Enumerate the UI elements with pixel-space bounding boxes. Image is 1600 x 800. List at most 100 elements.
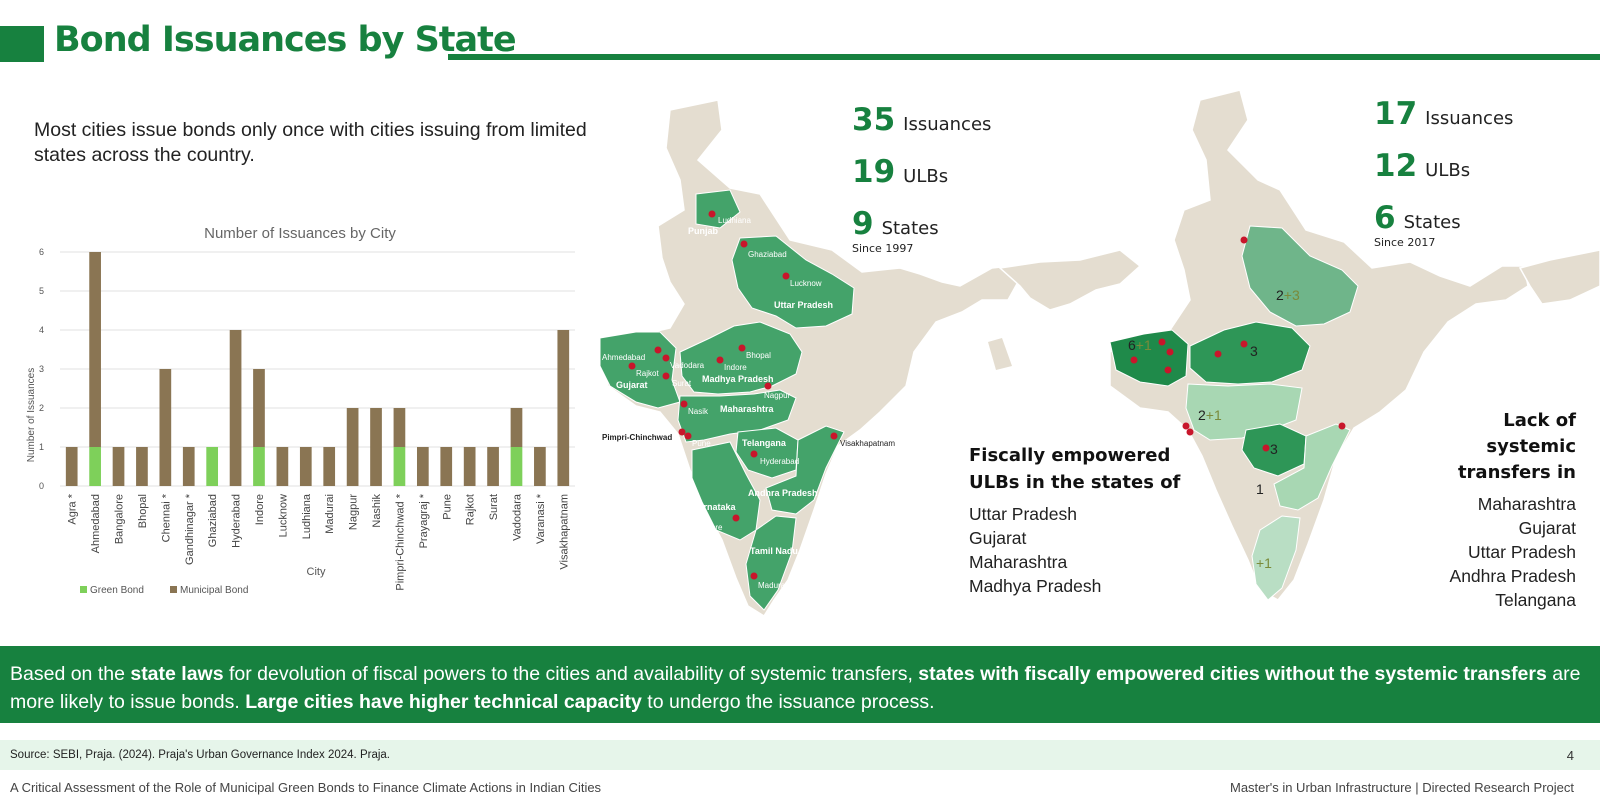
map1-northeast (998, 249, 1142, 311)
chart-bar-municipal-bond (510, 408, 523, 447)
chart-bar-municipal-bond (440, 447, 453, 486)
map1-label-madhya-pradesh: Madhya Pradesh (702, 374, 774, 384)
map1-state-punjab (695, 189, 741, 229)
title-accent-bar (0, 26, 44, 62)
chart-x-tick-label: Surat (488, 494, 500, 520)
conclusion-banner: Based on the state laws for devolution o… (0, 646, 1600, 723)
chart-y-tick-label: 5 (39, 286, 44, 296)
map1-ulbs-count: 19 (852, 154, 896, 190)
chart-x-tick-label: Nagpur (348, 494, 360, 530)
fiscally-empowered-state: Madhya Pradesh (969, 576, 1102, 596)
chart-bar-municipal-bond (370, 408, 382, 486)
chart-x-tick-label: Hyderabad (231, 494, 243, 548)
chart-bar-municipal-bond (253, 369, 265, 447)
map2-states-label: States (1403, 212, 1461, 233)
chart-x-tick-label: Lucknow (277, 494, 289, 537)
map1-city-ghaziabad: Ghaziabad (748, 250, 787, 259)
map2-northeast (1518, 249, 1600, 305)
map2-state-madhya-pradesh (1189, 321, 1311, 385)
map1-city-nasik: Nasik (688, 407, 709, 416)
map1-city-pins (628, 210, 838, 580)
chart-x-tick-label: Indore (254, 494, 266, 525)
fiscally-empowered-heading-2: ULBs in the states of (969, 472, 1181, 493)
chart-y-ticks: 0 1 2 3 4 5 6 (39, 247, 44, 491)
chart-x-tick-label: Ghaziabad (207, 494, 219, 547)
map2-states-count: 6 (1374, 200, 1396, 236)
chart-x-tick-label: Chennai * (160, 493, 172, 542)
chart-bar-green-bond (393, 447, 406, 486)
footer-left: A Critical Assessment of the Role of Mun… (10, 780, 602, 795)
chart-bar-municipal-bond (557, 330, 570, 486)
map2-count-gujarat: 6+1 (1128, 337, 1152, 353)
lack-systemic-heading-3: transfers in (1457, 462, 1576, 483)
map2-count-andhra-pradesh: 1 (1256, 481, 1264, 497)
chart-x-tick-label: Ahmedabad (90, 494, 102, 553)
chart-bar-municipal-bond (416, 447, 429, 486)
map1-states-label: States (881, 218, 939, 239)
chart-x-tick-label: Pune (441, 494, 453, 520)
lack-systemic-heading-2: systemic (1486, 436, 1576, 457)
chart-bar-municipal-bond (229, 330, 242, 486)
map1-city-ludhiana: Ludhiana (718, 216, 751, 225)
map2-state-telangana (1241, 423, 1307, 477)
map1-lower-island (988, 338, 1012, 370)
map1-label-karnataka: Karnataka (692, 502, 737, 512)
map1-state-tamil-nadu (745, 515, 797, 611)
map2-count-up: 2+3 (1276, 287, 1300, 303)
chart-legend: Green Bond Municipal Bond (80, 585, 248, 596)
lack-systemic-state: Uttar Pradesh (1468, 542, 1576, 562)
intro-text: Most cities issue bonds only once with c… (34, 119, 587, 166)
chart-bar-green-bond (253, 447, 265, 486)
india-map-recent-issuances: 2+3 6+1 3 2+1 3 1 +1 (1110, 90, 1600, 601)
map2-issuances-count: 17 (1374, 96, 1418, 132)
chart-x-axis-label: City (307, 566, 326, 578)
map1-label-andhra-pradesh: Andhra Pradesh (748, 488, 818, 498)
map2-land (1110, 90, 1529, 601)
map1-issuances-label: Issuances (903, 114, 992, 135)
fiscally-empowered-state: Gujarat (969, 528, 1027, 548)
fiscally-empowered-state: Uttar Pradesh (969, 504, 1077, 524)
chart-y-tick-label: 3 (39, 364, 44, 374)
map1-state-andhra-pradesh (765, 425, 845, 515)
map1-city-lucknow: Lucknow (790, 279, 822, 288)
map1-issuances-count: 35 (852, 102, 896, 138)
map2-count-maharashtra: 2+1 (1198, 407, 1222, 423)
map1-label-maharashtra: Maharashtra (720, 404, 775, 414)
fiscally-empowered-box: Fiscally empowered ULBs in the states of… (969, 442, 1199, 598)
chart-bar-municipal-bond (299, 447, 312, 486)
lack-systemic-transfers-box: Lack of systemic transfers in Maharashtr… (1360, 408, 1576, 612)
map2-state-uttar-pradesh (1241, 225, 1359, 327)
map2-count-tamil-nadu: +1 (1256, 555, 1272, 571)
chart-x-tick-label: Pimpri-Chinchwad * (394, 493, 406, 590)
lack-systemic-heading-1: Lack of (1503, 410, 1576, 431)
chart-bar-municipal-bond (65, 447, 78, 486)
chart-legend-label: Green Bond (90, 585, 144, 596)
chart-y-axis-label: Number of Issuances (26, 368, 37, 463)
source-bar (0, 740, 1600, 770)
chart-x-tick-label: Agra * (67, 493, 79, 524)
page-title: Bond Issuances by State (54, 20, 517, 60)
map2-count-telangana: 3 (1270, 441, 1278, 457)
chart-y-tick-label: 2 (39, 403, 44, 413)
map1-city-pimpri-chinchwad: Pimpri-Chinchwad (602, 433, 672, 442)
chart-x-tick-label: Vadodara (511, 493, 523, 541)
map1-city-hyderabad: Hyderabad (760, 457, 799, 466)
map1-label-gujarat: Gujarat (616, 380, 648, 390)
chart-x-tick-label: Madurai (324, 494, 336, 534)
chart-bar-municipal-bond (276, 447, 289, 486)
map1-label-punjab: Punjab (688, 226, 719, 236)
india-map-all-issuances: Punjab Uttar Pradesh Gujarat Madhya Prad… (600, 99, 1142, 618)
chart-bar-municipal-bond (136, 447, 148, 486)
chart-bar-municipal-bond (112, 447, 125, 486)
chart-x-tick-label: Prayagraj * (418, 493, 430, 548)
page-number: 4 (1566, 748, 1574, 763)
chart-bars (65, 252, 570, 486)
map1-city-bangalore: Bangalore (686, 523, 723, 532)
map1-since: Since 1997 (852, 242, 914, 255)
map2-since: Since 2017 (1374, 236, 1436, 249)
chart-title: Number of Issuances by City (204, 225, 396, 242)
chart-legend-label: Municipal Bond (180, 585, 248, 596)
lack-systemic-state: Gujarat (1518, 518, 1576, 538)
issuances-by-city-chart: Number of Issuances by City 0 1 2 3 4 5 6 Agra… (26, 225, 575, 596)
chart-bar-green-bond (510, 447, 523, 486)
